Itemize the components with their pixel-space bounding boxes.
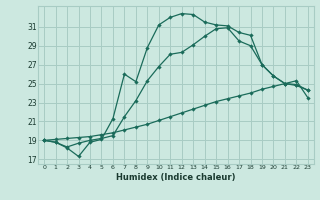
X-axis label: Humidex (Indice chaleur): Humidex (Indice chaleur)	[116, 173, 236, 182]
